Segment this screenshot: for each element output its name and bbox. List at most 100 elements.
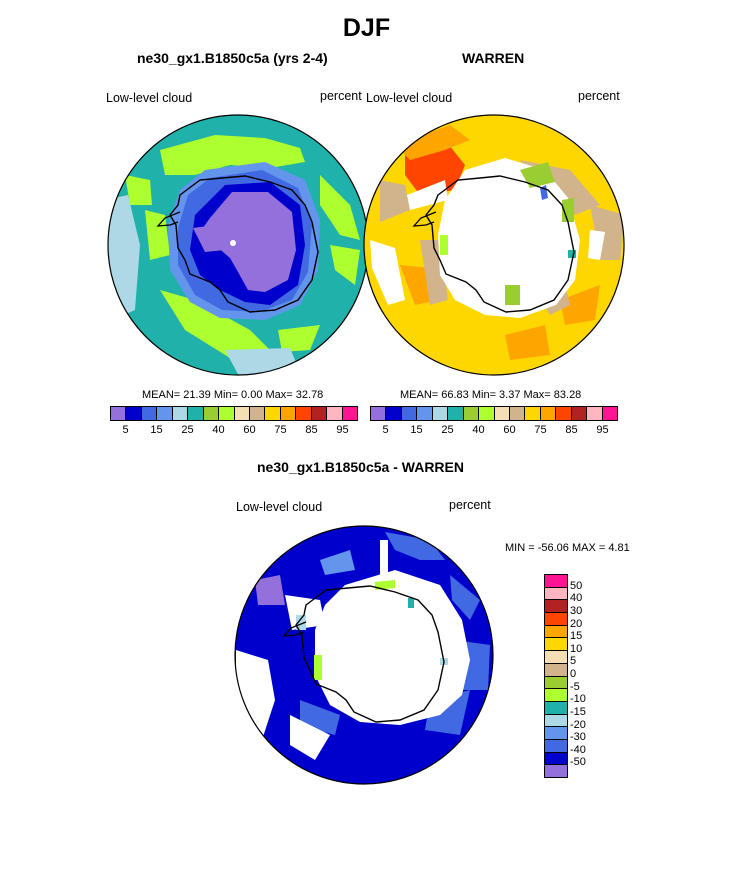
colorbar-box-5 xyxy=(188,407,204,420)
p1-antarctica-coast xyxy=(169,175,319,313)
colorbar-tick-label: -40 xyxy=(570,743,586,756)
colorbar-box-12 xyxy=(556,407,572,420)
colorbar-tick-label: 15 xyxy=(150,424,163,436)
colorbar-tick-label: -5 xyxy=(570,680,580,693)
colorbar-box-12 xyxy=(296,407,312,420)
panel1-left-label: Low-level cloud xyxy=(106,91,193,105)
colorbar-box-1 xyxy=(545,587,567,601)
colorbar-box-13 xyxy=(311,407,328,420)
colorbar-box-5 xyxy=(448,407,464,420)
p1-purple-patch xyxy=(193,225,225,252)
colorbar-box-13 xyxy=(571,407,588,420)
p3-lightblue-w xyxy=(296,615,306,630)
colorbar-tick-label: 75 xyxy=(274,424,287,436)
colorbar-box-13 xyxy=(545,739,567,753)
p3-green-n xyxy=(375,580,395,590)
panel3-left-label: Low-level cloud xyxy=(236,500,323,514)
colorbar-box-2 xyxy=(401,407,418,420)
colorbar-box-10 xyxy=(525,407,541,420)
colorbar-tick-label: 75 xyxy=(534,424,547,436)
colorbar-tick-label: 40 xyxy=(570,592,583,605)
colorbar-box-7 xyxy=(545,663,567,677)
colorbar-box-8 xyxy=(234,407,250,420)
p3-antarctica-coast xyxy=(295,585,445,723)
p2-missing-west xyxy=(370,240,405,305)
p1-green-east xyxy=(320,175,360,240)
colorbar-box-3 xyxy=(417,407,433,420)
panel1-units: percent xyxy=(320,89,362,103)
p3-cornflower-n xyxy=(320,550,355,575)
colorbar-tick-label: 15 xyxy=(410,424,423,436)
colorbar-tick-label: 50 xyxy=(570,579,583,592)
p3-teal-n xyxy=(408,598,414,608)
p2-green-w xyxy=(440,235,448,255)
colorbar-tick-label: 25 xyxy=(441,424,454,436)
p2-orange-north xyxy=(395,125,470,160)
colorbar-box-10 xyxy=(265,407,281,420)
p3-blue-n xyxy=(385,532,445,560)
panel1-colorbar xyxy=(110,406,358,421)
p2-green-s xyxy=(505,285,520,305)
colorbar-tick-label: 20 xyxy=(570,617,583,630)
panel2-map xyxy=(364,115,624,375)
colorbar-box-0 xyxy=(371,407,387,420)
colorbar-box-4 xyxy=(545,625,567,639)
page-title: DJF xyxy=(342,14,391,42)
colorbar-tick-label: 5 xyxy=(382,424,389,436)
colorbar-tick-label: 0 xyxy=(570,668,577,680)
colorbar-box-2 xyxy=(141,407,158,420)
colorbar-box-14 xyxy=(545,752,567,766)
colorbar-tick-label: 10 xyxy=(570,642,583,655)
colorbar-box-15 xyxy=(342,407,357,420)
panel1-map xyxy=(108,115,368,375)
panel3-map xyxy=(235,526,493,784)
panel2-units: percent xyxy=(578,89,620,103)
p3-peninsula xyxy=(282,621,307,637)
colorbar-box-11 xyxy=(540,407,557,420)
colorbar-box-8 xyxy=(494,407,510,420)
colorbar-tick-label: 85 xyxy=(565,424,578,436)
p3-green-w xyxy=(314,655,322,680)
p3-missing-interior xyxy=(315,570,470,725)
colorbar-tick-label: 5 xyxy=(570,655,577,668)
p1-green-south xyxy=(160,290,270,358)
panel1-stats: MEAN= 21.39 Min= 0.00 Max= 32.78 xyxy=(142,389,324,401)
p3-blue-ne xyxy=(450,575,480,620)
panel2-title: WARREN xyxy=(462,50,525,66)
colorbar-box-15 xyxy=(602,407,617,420)
colorbar-box-2 xyxy=(545,600,567,614)
colorbar-box-4 xyxy=(432,407,449,420)
colorbar-box-6 xyxy=(463,407,480,420)
colorbar-box-1 xyxy=(126,407,142,420)
colorbar-tick-label: -20 xyxy=(570,718,586,731)
colorbar-box-9 xyxy=(545,689,567,702)
p2-green-ne xyxy=(520,162,555,188)
colorbar-box-7 xyxy=(479,407,495,420)
colorbar-tick-label: -10 xyxy=(570,693,586,706)
colorbar-box-11 xyxy=(280,407,297,420)
colorbar-box-6 xyxy=(545,651,567,664)
colorbar-tick-label: 25 xyxy=(181,424,194,436)
p3-purple-nw xyxy=(255,575,285,605)
colorbar-tick-label: 95 xyxy=(336,424,349,436)
colorbar-tick-label: 60 xyxy=(243,424,256,436)
colorbar-tick-label: 40 xyxy=(472,424,485,436)
colorbar-box-3 xyxy=(545,613,567,626)
colorbar-box-3 xyxy=(157,407,173,420)
p2-teal-e xyxy=(568,250,576,258)
colorbar-tick-label: 60 xyxy=(503,424,516,436)
p1-green-nw xyxy=(125,175,152,205)
panel3-title: ne30_gx1.B1850c5a - WARREN xyxy=(257,459,464,475)
colorbar-tick-label: 95 xyxy=(596,424,609,436)
p2-missing-east xyxy=(588,230,605,260)
p2-tan-west xyxy=(380,180,410,222)
colorbar-box-15 xyxy=(545,765,567,777)
colorbar-tick-label: 15 xyxy=(570,630,583,643)
colorbar-tick-label: 85 xyxy=(305,424,318,436)
p2-antarctica-coast xyxy=(425,175,575,313)
colorbar-box-9 xyxy=(249,407,266,420)
colorbar-box-7 xyxy=(219,407,235,420)
colorbar-tick-label: 30 xyxy=(570,604,583,617)
panel3-colorbar xyxy=(544,574,568,778)
p1-green-east2 xyxy=(330,245,360,285)
